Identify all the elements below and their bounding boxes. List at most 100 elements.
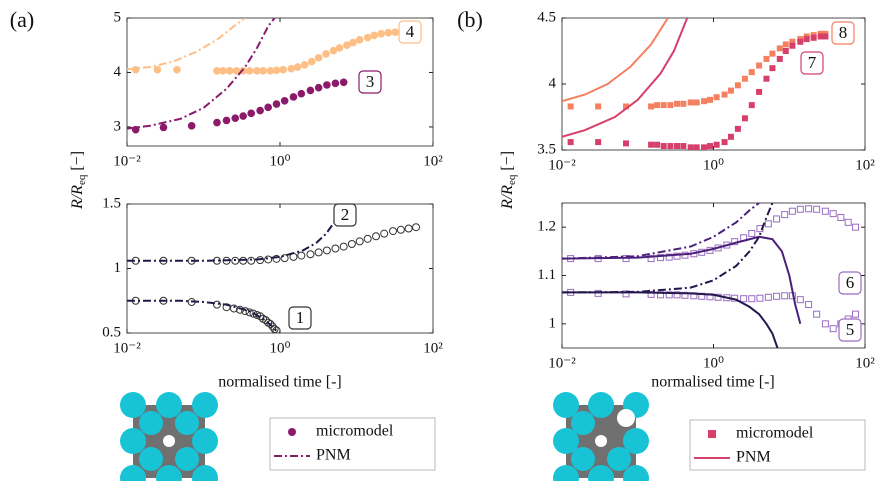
micromodel-point: [391, 28, 399, 36]
micromodel-point: [232, 67, 241, 75]
micromodel-point: [852, 310, 860, 318]
y-axis-label-part: eq: [76, 174, 88, 185]
micromodel-point: [674, 143, 681, 150]
micromodel-point: [322, 246, 331, 255]
micromodel-point: [213, 118, 221, 127]
micromodel-point: [781, 211, 789, 219]
micromodel-point: [595, 139, 602, 146]
micromodel-point: [673, 252, 681, 260]
legend-box: [269, 417, 436, 471]
pnm-line: [562, 203, 774, 294]
micromodel-point: [229, 304, 238, 313]
micromodel-point: [567, 139, 574, 146]
micromodel-point: [665, 291, 673, 299]
legend-label: PNM: [736, 449, 771, 466]
micromodel-point: [805, 301, 813, 308]
micromodel-point: [213, 67, 221, 75]
curve-label-box: [831, 21, 855, 45]
x-tick-label: 10⁻²: [113, 153, 141, 169]
micromodel-point: [380, 229, 389, 238]
micromodel-point: [687, 144, 694, 150]
micromodel-point: [623, 103, 630, 110]
micromodel-point: [297, 89, 306, 98]
y-tick-label: 1: [114, 260, 122, 276]
y-tick-label: 0.5: [102, 324, 121, 340]
micromodel-point: [331, 79, 340, 88]
plot-area: [562, 18, 829, 150]
micromodel-point: [789, 42, 796, 49]
x-tick-label: 10²: [855, 157, 875, 173]
micromodel-point: [741, 115, 748, 122]
micromodel-point: [654, 102, 661, 109]
y-axis-label-part: [−]: [69, 151, 86, 175]
micromodel-point: [763, 75, 770, 82]
y-axis-label-part: eq: [506, 174, 518, 185]
micromodel-point: [272, 326, 281, 333]
micromodel-point: [339, 242, 348, 251]
micromodel-point: [306, 250, 315, 259]
micromodel-point: [727, 133, 734, 140]
curve-label: 6: [846, 273, 855, 292]
y-tick-label: 1.5: [102, 195, 121, 211]
micromodel-point: [355, 35, 364, 44]
x-tick-label: 10²: [423, 153, 443, 169]
micromodel-point: [241, 307, 250, 316]
micromodel-point: [331, 244, 340, 253]
micromodel-point: [657, 254, 665, 262]
micromodel-point: [225, 67, 234, 75]
micromodel-point: [388, 227, 397, 236]
plot-area: [127, 204, 421, 333]
curve-label: 7: [808, 53, 817, 72]
pnm-line: [127, 18, 246, 71]
micromodel-point: [595, 103, 602, 110]
micromodel-point: [349, 38, 357, 47]
micromodel-point: [734, 125, 741, 132]
micromodel-point: [769, 50, 776, 57]
micromodel-point: [782, 48, 789, 54]
micromodel-point: [680, 143, 687, 150]
micromodel-point: [187, 122, 196, 130]
micromodel-point: [239, 112, 247, 120]
plot-area: [562, 203, 860, 348]
micromodel-point: [231, 256, 240, 265]
micromodel-point: [667, 143, 674, 150]
curve-label: 5: [846, 320, 855, 339]
x-tick-label: 10²: [423, 340, 443, 356]
micromodel-point: [153, 65, 162, 74]
micromodel-point: [810, 34, 817, 41]
micromodel-point: [247, 109, 255, 118]
micromodel-point: [261, 316, 270, 325]
micromodel-point: [803, 36, 810, 43]
x-tick-label: 10⁰: [269, 340, 290, 356]
y-tick-label: 4: [549, 75, 557, 91]
micromodel-point: [159, 123, 168, 132]
y-axis-label: R/Req [−]: [69, 151, 88, 210]
micromodel-point: [713, 94, 720, 101]
x-tick-label: 10⁰: [703, 355, 724, 371]
micromodel-point: [748, 102, 755, 109]
micromodel-point: [363, 33, 372, 42]
micromodel-point: [701, 144, 708, 150]
micromodel-point: [355, 237, 364, 246]
pnm-line: [127, 204, 346, 262]
micromodel-point: [805, 205, 813, 213]
curve-label-box: [358, 70, 382, 94]
micromodel-point: [660, 143, 667, 150]
x-tick-label: 10⁰: [703, 157, 724, 173]
micromodel-point: [173, 65, 181, 74]
micromodel-point: [782, 41, 789, 48]
micromodel-point: [287, 64, 295, 73]
pnm-line: [562, 203, 760, 260]
legend-label: micromodel: [316, 423, 394, 440]
micromodel-point: [266, 67, 275, 75]
micromodel-point: [293, 63, 302, 71]
panel-label: (b): [457, 7, 483, 32]
curve-label-box: [800, 51, 824, 75]
y-tick-label: 5: [114, 9, 122, 25]
micromodel-point: [264, 103, 272, 112]
micromodel-point: [756, 62, 763, 69]
micromodel-point: [247, 256, 256, 265]
micromodel-point: [667, 102, 674, 109]
micromodel-point: [259, 67, 267, 75]
